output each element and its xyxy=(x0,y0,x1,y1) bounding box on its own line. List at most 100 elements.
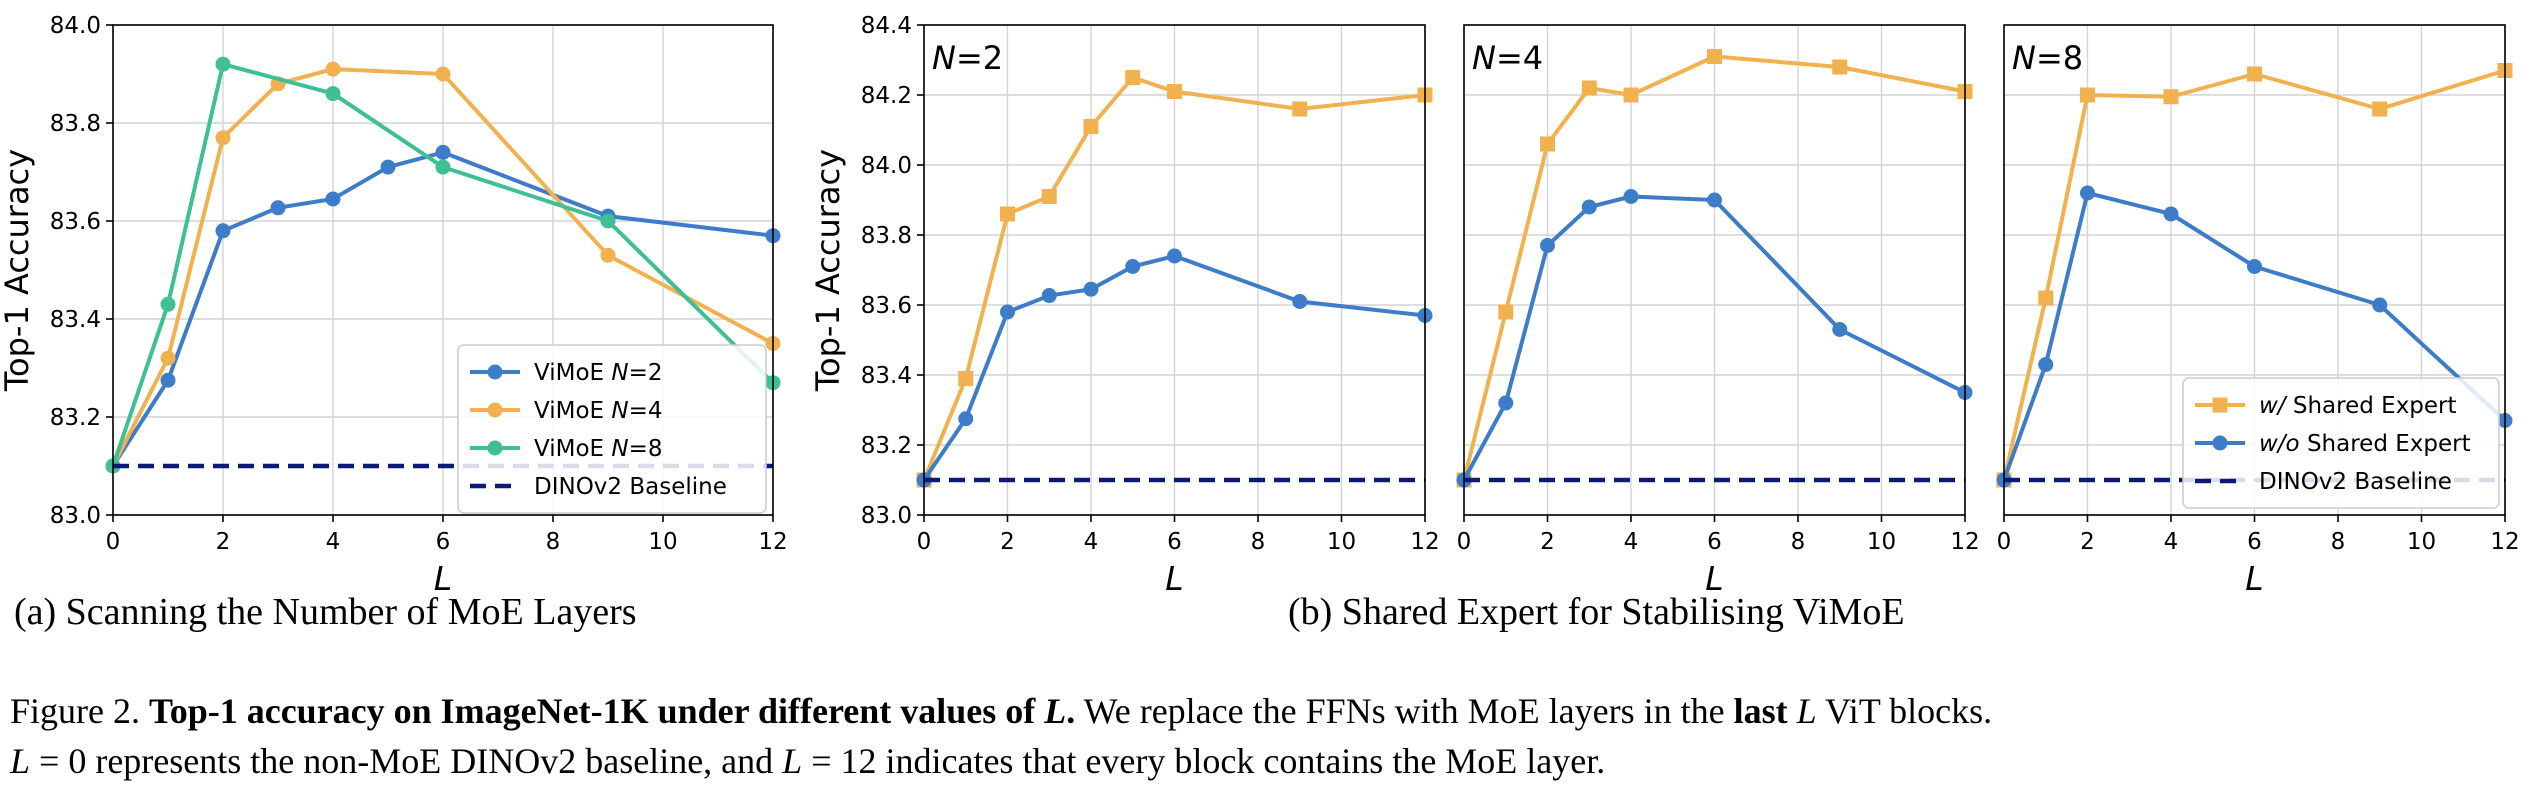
legend-label: w/ Shared Expert xyxy=(2259,393,2457,419)
y-tick-label: 84.0 xyxy=(50,13,101,39)
y-tick-label: 84.0 xyxy=(861,153,912,179)
data-point xyxy=(435,159,451,175)
x-tick-label: 12 xyxy=(1950,529,1979,555)
y-tick-label: 84.4 xyxy=(861,13,912,39)
x-tick-label: 8 xyxy=(2331,529,2346,555)
caption-prefix: Figure 2. xyxy=(10,691,149,731)
legend-label: ViMoE N=8 xyxy=(534,436,663,462)
x-axis-label: L xyxy=(434,559,452,598)
y-tick-label: 83.0 xyxy=(861,503,912,529)
data-point xyxy=(325,191,341,207)
data-point xyxy=(160,350,176,366)
data-point xyxy=(1498,395,1514,411)
legend-box xyxy=(2182,377,2500,509)
x-axis-label: L xyxy=(1705,559,1723,598)
data-point-square xyxy=(1707,49,1722,64)
data-point xyxy=(160,372,176,388)
data-point xyxy=(1000,304,1015,320)
data-point xyxy=(2080,185,2095,201)
x-tick-label: 12 xyxy=(2490,529,2519,555)
data-point xyxy=(1540,238,1555,253)
data-point-square xyxy=(2080,87,2095,103)
x-tick-label: 2 xyxy=(1000,529,1015,555)
data-point xyxy=(325,86,341,102)
data-point xyxy=(1832,322,1848,337)
data-point-square xyxy=(2163,89,2179,105)
panel-label: N=2 xyxy=(932,39,1003,77)
data-point-square xyxy=(1581,80,1597,96)
data-point-square xyxy=(2372,101,2388,117)
panel-label: N=4 xyxy=(1472,39,1543,77)
data-point xyxy=(600,213,616,229)
chart-panel-a: 0 2 4 6 8 10 12 83.0 83.2 83.4 83.6 83.8 84.0 L Top-1 … xyxy=(0,13,788,598)
y-tick-label: 83.8 xyxy=(861,223,912,249)
x-tick-label: 0 xyxy=(1997,529,2012,555)
x-tick-label: 6 xyxy=(2247,529,2262,555)
data-point xyxy=(1041,288,1057,304)
data-point xyxy=(435,66,451,82)
y-tick-label: 83.6 xyxy=(50,209,101,235)
data-point xyxy=(435,144,451,160)
chart-panel-b3: 0 2 4 6 8 10 12 L N=8 w/ Shared Expert w/o Shared … xyxy=(1996,24,2520,598)
legend-label: DINOv2 Baseline xyxy=(2259,469,2452,495)
x-tick-label: 10 xyxy=(2407,529,2436,555)
data-point xyxy=(215,130,231,146)
data-point xyxy=(2038,357,2054,372)
data-point-square xyxy=(1041,189,1057,204)
subcaption-a: (a) Scanning the Number of MoE Layers xyxy=(14,591,637,633)
data-point-square xyxy=(1540,136,1555,152)
data-point xyxy=(1623,189,1639,204)
series-line xyxy=(1462,54,1966,481)
x-tick-label: 6 xyxy=(1707,529,1722,555)
x-tick-label: 2 xyxy=(216,529,231,555)
series-line xyxy=(1462,194,1966,481)
data-point xyxy=(1125,259,1141,274)
data-point xyxy=(1292,294,1308,309)
data-point-square xyxy=(1000,206,1015,222)
legend-label: ViMoE N=2 xyxy=(534,360,663,386)
legend-swatch-marker xyxy=(487,402,503,418)
x-axis-label: L xyxy=(1165,559,1183,598)
legend-box xyxy=(457,344,767,514)
data-point xyxy=(2163,206,2179,222)
data-point xyxy=(2247,259,2262,274)
data-point xyxy=(270,200,286,216)
x-tick-label: 8 xyxy=(546,529,561,555)
legend-swatch-marker xyxy=(2212,397,2228,413)
legend-swatch-marker xyxy=(487,440,503,456)
x-tick-label: 2 xyxy=(1540,529,1555,555)
x-tick-label: 8 xyxy=(1251,529,1266,555)
data-point xyxy=(215,56,231,72)
data-point-square xyxy=(1167,84,1182,99)
x-tick-label: 4 xyxy=(326,529,341,555)
data-point xyxy=(1707,192,1722,208)
data-point-square xyxy=(1083,119,1099,134)
panel-label: N=8 xyxy=(2012,39,2083,77)
x-tick-label: 4 xyxy=(2164,529,2179,555)
y-tick-label: 83.4 xyxy=(861,363,912,389)
chart-panel-b1: 0 2 4 6 8 10 12 83.0 83.2 83.4 83.6 83.8 84.0 84.2 84.… xyxy=(809,13,1440,598)
data-point-square xyxy=(1832,59,1848,75)
series-line xyxy=(111,67,774,467)
data-point xyxy=(215,223,231,239)
data-point xyxy=(380,159,396,175)
x-axis-label: L xyxy=(2245,559,2263,598)
caption-bold-title: Top-1 accuracy on ImageNet-1K under diff… xyxy=(149,691,1076,731)
legend-label: w/o Shared Expert xyxy=(2259,431,2471,457)
legend-label: ViMoE N=4 xyxy=(534,398,663,424)
x-tick-label: 0 xyxy=(106,529,121,555)
data-point xyxy=(1581,199,1597,215)
x-tick-label: 6 xyxy=(436,529,451,555)
y-tick-label: 83.2 xyxy=(861,433,912,459)
x-tick-label: 6 xyxy=(1167,529,1182,555)
subcaption-b: (b) Shared Expert for Stabilising ViMoE xyxy=(1288,591,1905,633)
data-point-square xyxy=(2038,290,2054,306)
data-point-square xyxy=(1125,70,1141,85)
legend-swatch-marker xyxy=(2212,435,2228,451)
data-point-square xyxy=(1292,101,1308,117)
y-tick-label: 83.4 xyxy=(50,307,101,333)
x-tick-label: 4 xyxy=(1084,529,1099,555)
data-point xyxy=(160,296,176,312)
x-tick-label: 10 xyxy=(1867,529,1896,555)
x-tick-label: 0 xyxy=(917,529,932,555)
